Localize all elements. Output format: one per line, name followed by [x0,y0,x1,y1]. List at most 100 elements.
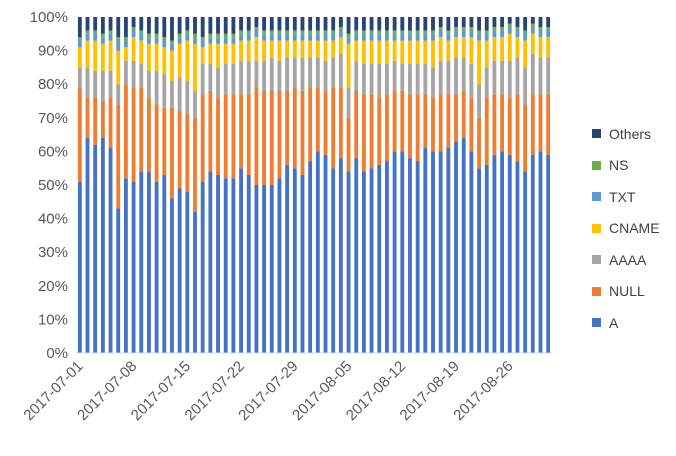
bar-segment-null [469,97,474,152]
bar-segment-others [185,17,190,31]
bar-segment-ns [530,23,535,28]
bar-segment-null [338,87,343,159]
legend-item-null: NULL [592,276,676,308]
bar-segment-others [392,17,397,31]
bar-segment-a [446,148,451,353]
bar-segment-txt [147,37,151,44]
bar-segment-others [262,17,267,31]
bar-segment-aaaa [338,53,343,88]
bar-segment-txt [277,33,282,41]
bar-segment-others [446,17,451,31]
bar-segment-ns [477,30,481,34]
bar-segment-aaaa [131,60,136,88]
legend-swatch [592,192,601,202]
bar-segment-txt [239,33,243,41]
bar-segment-ns [131,27,136,31]
bar-segment-ns [147,33,151,38]
bar-segment-ns [200,37,205,41]
bar-segment-txt [377,33,382,41]
bar-segment-cname [377,40,382,65]
legend-swatch [592,223,601,233]
bar-segment-cname [538,37,543,58]
bar-segment-a [292,168,297,353]
bar-segment-null [446,94,451,149]
bar-segment-ns [431,30,435,34]
bar-segment-txt [185,33,190,41]
bar-segment-aaaa [77,67,82,88]
bar-segment-a [469,151,474,353]
bar-segment-txt [123,40,128,48]
bar-segment-null [85,97,90,138]
legend-swatch [592,160,601,170]
bar-segment-null [300,90,305,175]
bar-segment-ns [177,33,182,38]
bar-segment-null [461,90,466,138]
bar-segment-a [431,151,435,353]
bar-segment-txt [231,37,236,44]
bar-segment-txt [116,40,121,51]
bar-segment-ns [354,30,359,34]
bar-segment-a [461,137,466,353]
bar-segment-others [338,17,343,28]
bar-segment-aaaa [446,60,451,95]
bar-segment-ns [484,30,489,34]
bar-segment-cname [315,40,320,58]
bar-segment-cname [331,40,336,58]
bar-segment-ns [538,27,543,31]
bar-segment-null [177,111,182,189]
bar-segment-txt [392,33,397,41]
bar-segment-others [147,17,151,34]
y-axis-tick-labels: 0% 10% 20% 30% 40% 50% 60% 70% 80% 90% 100% [30,9,68,362]
bar-segment-others [162,17,167,38]
bar-segment-a [423,148,428,353]
bar-segment-others [116,17,121,38]
y-tick-label: 20% [38,278,68,295]
bar-segment-a [492,154,497,353]
bar-segment-null [400,90,405,152]
bar-segment-cname [100,43,105,71]
bar-segment-a [93,144,98,353]
bar-segment-null [323,90,328,155]
bar-segment-aaaa [408,64,412,95]
bar-segment-ns [392,30,397,34]
bar-segment-cname [277,40,282,61]
bar-segment-a [208,171,213,353]
bar-segment-cname [77,47,82,68]
bar-segment-ns [331,30,336,34]
bar-segment-txt [346,37,351,44]
bar-segment-txt [500,30,505,38]
legend-label: A [609,314,619,331]
bar-segment-cname [461,37,466,58]
bar-segment-txt [438,30,443,38]
bar-segment-a [308,161,313,353]
bar-segment-aaaa [162,74,167,108]
bar-segment-a [269,185,274,353]
bar-segment-cname [208,43,213,65]
bar-segment-null [415,94,420,162]
bar-segment-cname [223,43,228,65]
bar-segment-txt [369,33,374,41]
bar-segment-ns [438,27,443,31]
bar-segment-ns [546,27,551,31]
bar-segment-aaaa [361,64,366,95]
bar-segment-cname [300,40,305,58]
bar-segment-a [162,174,167,353]
bar-segment-txt [223,37,228,44]
bar-segment-txt [331,33,336,41]
bar-segment-txt [177,37,182,44]
bar-segment-cname [515,37,520,58]
bar-segment-ns [170,40,174,44]
bar-segment-ns [85,30,90,34]
bar-segment-aaaa [93,70,98,98]
bar-segment-aaaa [469,64,474,98]
bar-segment-cname [446,40,451,61]
bar-segment-others [93,17,98,31]
legend-item-cname: CNAME [592,213,676,245]
bar-segment-cname [123,47,128,61]
bar-segment-others [285,17,290,31]
bar-segment-aaaa [331,57,336,88]
bar-segment-ns [193,33,197,38]
bar-segment-cname [200,47,205,65]
bar-segment-null [454,94,458,142]
bar-segment-a [454,141,458,353]
